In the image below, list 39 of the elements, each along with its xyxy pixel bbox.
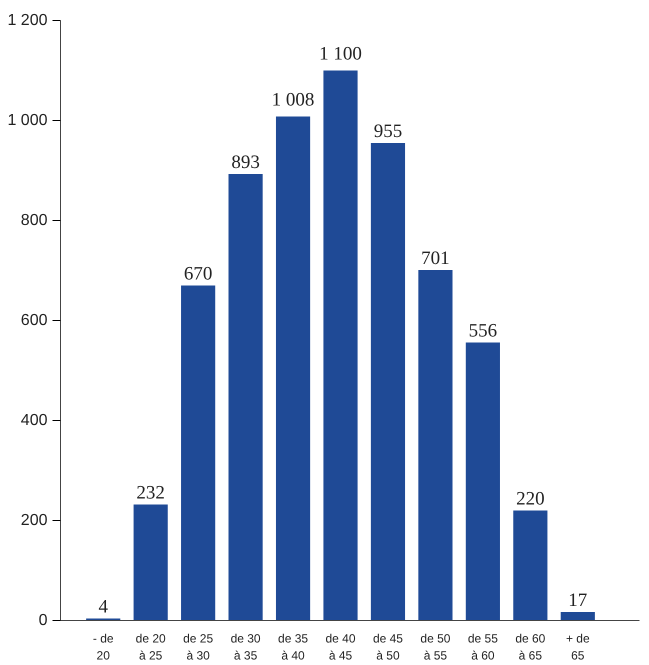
data-label: 701 xyxy=(421,248,450,269)
y-tick-label: 400 xyxy=(20,412,48,429)
data-label: 4 xyxy=(98,596,108,618)
bar xyxy=(134,504,168,620)
bar xyxy=(228,174,263,620)
x-tick-label: de 35 à 40 xyxy=(278,632,308,662)
bar xyxy=(466,342,500,620)
data-label: 1 008 xyxy=(272,90,314,110)
bar xyxy=(513,510,548,620)
bar xyxy=(181,286,216,620)
y-tick-label: 600 xyxy=(20,312,48,329)
data-label: 232 xyxy=(136,482,165,504)
y-tick-label: 1 200 xyxy=(7,12,48,29)
x-tick-label: - de 20 xyxy=(92,632,114,662)
data-label: 893 xyxy=(231,152,260,173)
x-tick-label: de 20 à 25 xyxy=(136,632,166,662)
x-tick-label: de 60 à 65 xyxy=(515,632,546,662)
data-label: 17 xyxy=(568,590,588,611)
bar xyxy=(418,270,453,620)
y-tick-label: 800 xyxy=(20,212,48,229)
x-tick-label: de 45 à 50 xyxy=(372,632,404,662)
bar xyxy=(370,143,406,620)
bar xyxy=(560,612,595,620)
y-tick-label: 0 xyxy=(38,612,48,629)
data-label: 670 xyxy=(184,264,212,284)
x-tick-label: de 40 à 45 xyxy=(325,632,356,662)
y-tick-label: 200 xyxy=(20,512,48,529)
data-label: 556 xyxy=(468,320,498,342)
data-label: 1 100 xyxy=(319,44,362,64)
data-label: 955 xyxy=(374,121,402,142)
bar xyxy=(323,70,358,620)
x-tick-label: de 30 à 35 xyxy=(230,632,261,662)
data-label: 220 xyxy=(516,488,545,510)
bar xyxy=(276,116,310,620)
x-tick-label: de 55 à 60 xyxy=(468,632,498,662)
x-tick-label: + de 65 xyxy=(566,632,590,662)
y-tick-label: 1 000 xyxy=(7,112,48,129)
x-tick-label: de 50 à 55 xyxy=(420,632,451,662)
x-tick-label: de 25 à 30 xyxy=(183,632,214,662)
